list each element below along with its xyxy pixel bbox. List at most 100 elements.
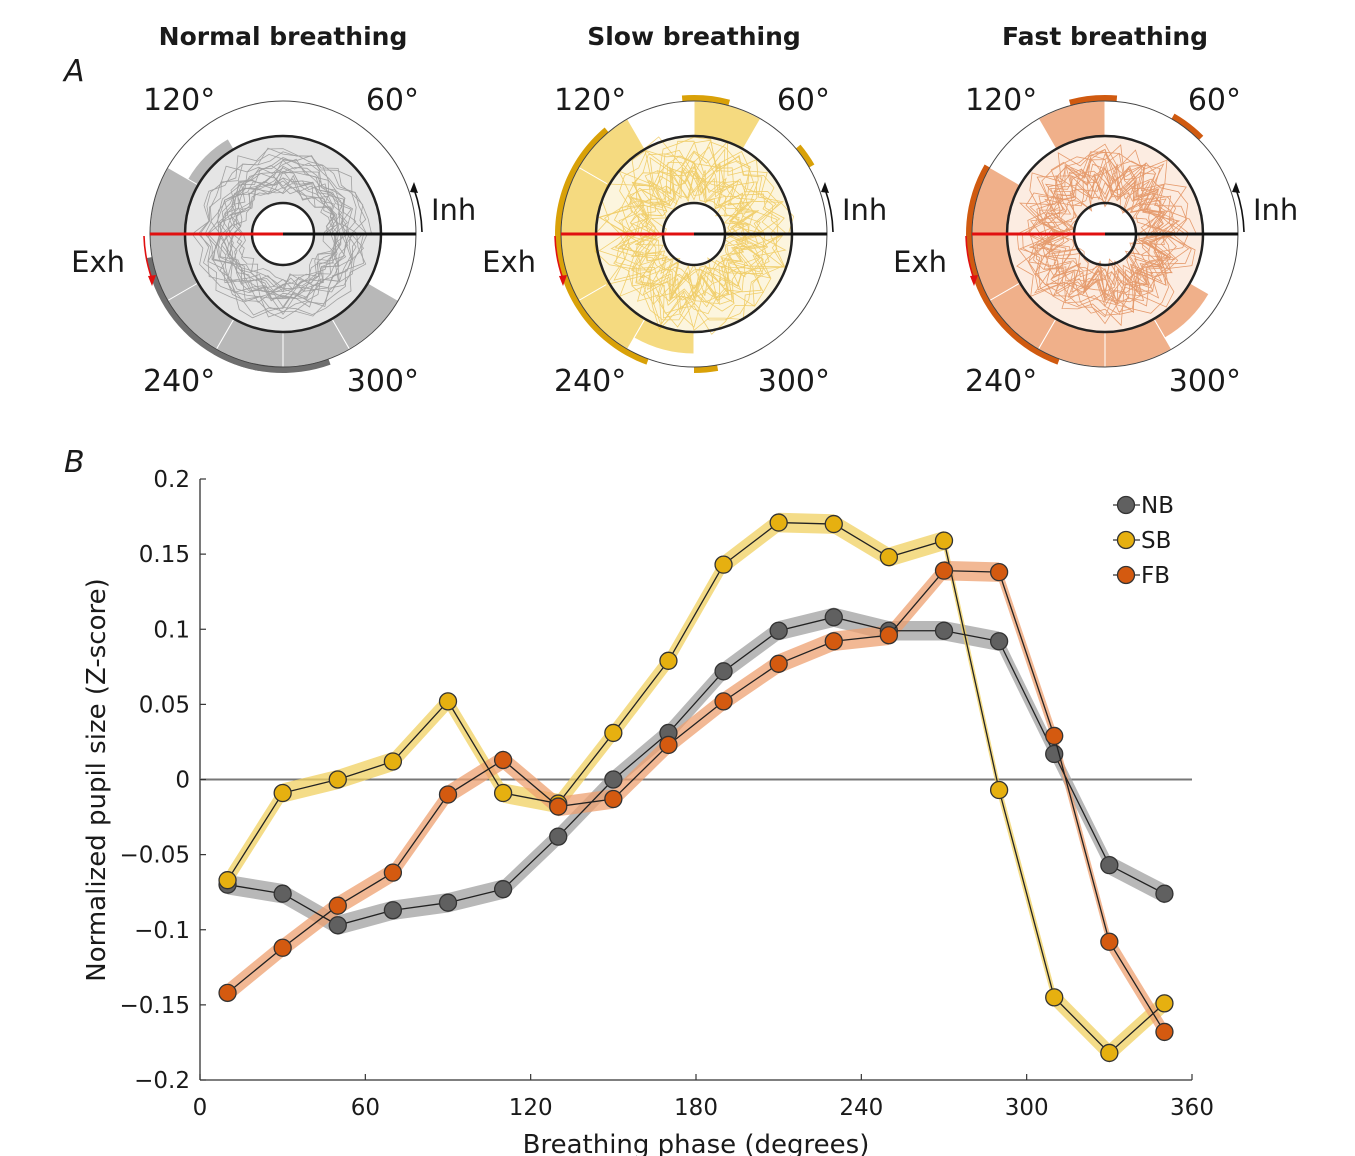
rim-arc (213, 349, 260, 371)
polar-trace (613, 140, 783, 328)
y-tick-label: 0.15 (139, 542, 190, 568)
data-point-sb (1100, 1043, 1119, 1063)
data-point-nb (493, 880, 513, 899)
polar-trace (1041, 165, 1175, 296)
data-point-fb (659, 735, 678, 755)
polar-trace (1029, 153, 1188, 303)
series-line-fb (227, 569, 1165, 1033)
legend-label: FB (1141, 563, 1170, 589)
inh-label: Inh (431, 193, 476, 227)
panel-b-line-chart: 0.20.150.10.050−0.05−0.1−0.15−0.20 60 120 1… (120, 467, 1214, 1121)
polar-trace (206, 160, 357, 308)
polar-trace (219, 167, 348, 299)
y-tick-label: −0.05 (120, 843, 190, 869)
polar-trace (229, 174, 340, 290)
polar-trace (191, 148, 373, 319)
polar-title: Fast breathing (1002, 22, 1208, 51)
legend-marker (1116, 565, 1136, 585)
polar-trace (618, 167, 764, 298)
angle-label: 120° (554, 83, 626, 118)
exhale-arrowhead (970, 275, 978, 286)
data-point-sb (438, 692, 458, 711)
data-point-fb (328, 896, 347, 915)
data-point-fb (1045, 726, 1064, 746)
series-line-sb (227, 521, 1165, 1054)
y-tick-label: −0.15 (120, 993, 190, 1019)
polar-trace (634, 177, 745, 301)
data-point-fb (273, 938, 292, 957)
series-line-nb (227, 616, 1165, 926)
data-point-nb (769, 621, 788, 640)
polar-trace (1022, 151, 1178, 315)
polar-title: Normal breathing (159, 22, 408, 51)
data-point-nb (1155, 884, 1174, 903)
data-point-sb (879, 547, 899, 567)
data-point-fb (438, 785, 458, 804)
legend-marker (1116, 530, 1136, 550)
x-tick-label: 120 (509, 1095, 553, 1121)
y-axis-label: Normalized pupil size (Z-score) (82, 578, 112, 981)
inhale-arrow (824, 188, 834, 233)
y-tick-label: −0.2 (134, 1068, 190, 1094)
polar-plot-3: Fast breathing Inh Exh 120° 60° 240° 300° (893, 22, 1298, 399)
x-tick-label: 180 (674, 1095, 718, 1121)
data-point-fb (493, 750, 513, 770)
data-point-sb (604, 723, 623, 743)
polar-trace (629, 169, 760, 288)
confidence-band-sb (227, 512, 1165, 1063)
inhale-arrow (413, 188, 423, 233)
data-point-sb (989, 780, 1009, 800)
data-point-fb (714, 692, 733, 711)
y-tick-label: 0.2 (153, 467, 190, 493)
angle-label: 60° (777, 83, 830, 118)
data-point-fb (879, 626, 899, 645)
polar-trace (598, 140, 788, 330)
legend: NB SB FB (1113, 493, 1174, 589)
data-point-fb (989, 563, 1009, 582)
polar-trace (627, 170, 751, 287)
x-tick-label: 0 (193, 1095, 208, 1121)
exh-label: Exh (71, 245, 125, 279)
x-axis-label: Breathing phase (degrees) (523, 1130, 870, 1156)
inh-label: Inh (842, 193, 887, 227)
polar-plot-2: Slow breathing Inh Exh 120° 60° 240° 300° (482, 22, 887, 399)
angle-label: 300° (758, 364, 830, 399)
polar-trace (232, 186, 336, 290)
confidence-band-fb (227, 560, 1165, 1042)
polar-trace (232, 174, 342, 289)
data-point-nb (438, 893, 458, 912)
data-point-nb (383, 901, 403, 920)
polar-trace (1045, 170, 1176, 299)
data-point-fb (934, 561, 954, 580)
x-tick-label: 300 (1005, 1095, 1049, 1121)
data-point-sb (1045, 988, 1064, 1007)
polar-trace (220, 177, 347, 300)
inhale-arrowhead (410, 182, 418, 193)
data-point-fb (218, 983, 237, 1003)
polar-trace (207, 167, 357, 309)
rim-arc (555, 127, 649, 365)
polar-trace (1027, 144, 1198, 314)
data-point-fb (1155, 1022, 1174, 1042)
inhale-arrowhead (821, 182, 829, 193)
polar-trace (218, 165, 350, 300)
rim-arc (1171, 113, 1204, 140)
polar-trace (224, 171, 340, 293)
rim-arc (795, 144, 815, 168)
polar-trace (235, 186, 337, 287)
y-tick-label: 0.05 (139, 692, 190, 718)
polar-traces (1016, 143, 1198, 327)
data-point-nb (934, 621, 954, 640)
panel-a-letter: A (62, 54, 85, 89)
polar-trace (207, 157, 364, 316)
data-point-nb (328, 916, 347, 935)
angle-label: 120° (143, 83, 215, 118)
legend-label: SB (1141, 528, 1171, 554)
polar-traces (594, 136, 795, 335)
inh-label: Inh (1253, 193, 1298, 227)
data-point-nb (824, 608, 843, 627)
data-point-sb (493, 783, 513, 803)
angle-label: 60° (1188, 83, 1241, 118)
